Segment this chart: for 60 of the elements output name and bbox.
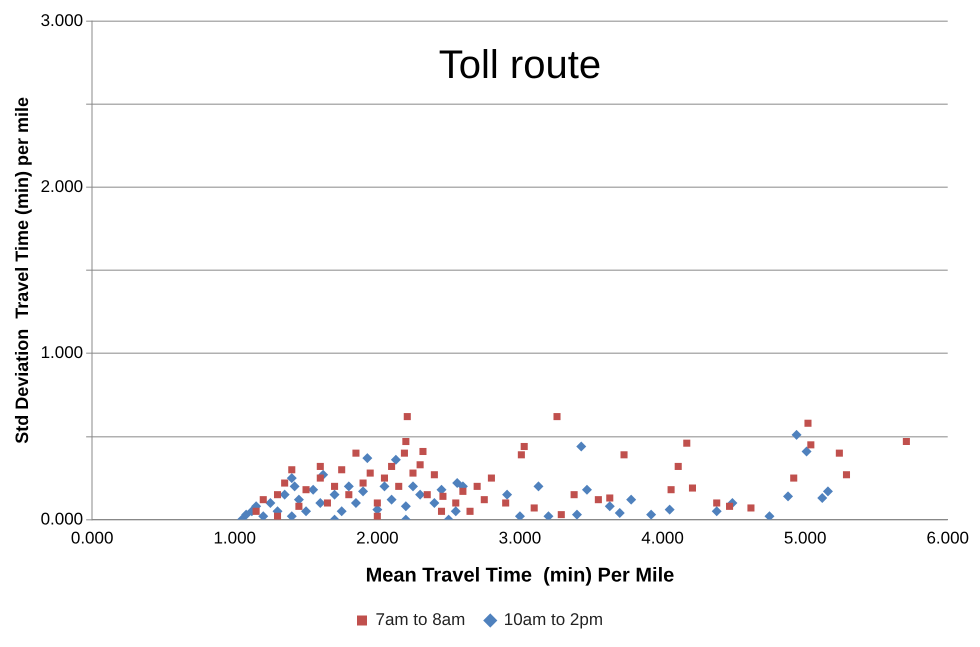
point <box>290 481 300 492</box>
point <box>415 490 426 500</box>
point <box>502 490 512 500</box>
point <box>452 478 462 488</box>
point <box>792 430 802 440</box>
point <box>286 511 297 520</box>
point <box>572 510 582 520</box>
point <box>379 481 390 492</box>
x-tick-label: 5.000 <box>784 528 826 548</box>
x-tick-label: 6.000 <box>926 528 970 548</box>
point <box>390 454 401 465</box>
text: Toll route <box>438 43 602 88</box>
point <box>386 494 397 505</box>
point <box>362 453 372 464</box>
point <box>358 486 368 496</box>
point <box>429 498 440 508</box>
y-tick-label: 2.000 <box>40 177 84 196</box>
x-tick-label: 0.000 <box>70 528 114 548</box>
x-tick-label: 2.000 <box>356 528 399 548</box>
point <box>576 442 586 452</box>
point <box>514 511 525 520</box>
y-tick-label: 3.000 <box>40 10 84 30</box>
point <box>350 498 361 508</box>
y-tick-label: 1.000 <box>40 343 84 362</box>
point <box>336 506 347 516</box>
point <box>330 490 340 500</box>
point <box>604 501 615 512</box>
point <box>543 511 554 520</box>
point <box>308 484 318 495</box>
point <box>450 506 461 516</box>
point <box>286 473 297 484</box>
point <box>315 498 326 508</box>
x-tick-label: 4.000 <box>641 528 684 548</box>
point <box>344 481 354 492</box>
y-axis-title: Std Deviation Travel Time (min) per mile <box>12 97 32 444</box>
point <box>712 506 722 516</box>
point <box>626 494 636 505</box>
point <box>265 498 276 508</box>
x-tick-label: 1.000 <box>213 528 256 548</box>
legend-label: 10am to 2pm <box>504 610 604 630</box>
point <box>822 486 833 496</box>
y-tick-label: 0.000 <box>40 509 84 528</box>
point <box>646 510 656 520</box>
point <box>408 481 418 492</box>
x-axis-title: Mean Travel Time (min) Per Mile <box>366 564 674 587</box>
point <box>241 510 252 520</box>
legend-label: 7am to 8am <box>376 610 466 630</box>
point <box>664 504 675 515</box>
point <box>783 491 794 502</box>
point <box>614 508 625 518</box>
point <box>802 446 812 456</box>
point <box>258 511 268 520</box>
point <box>400 501 411 512</box>
point <box>301 506 312 516</box>
point <box>280 490 290 500</box>
point <box>817 493 828 504</box>
point <box>533 481 544 492</box>
point <box>764 511 774 520</box>
x-tick-label: 3.000 <box>498 528 542 548</box>
point <box>582 484 592 495</box>
